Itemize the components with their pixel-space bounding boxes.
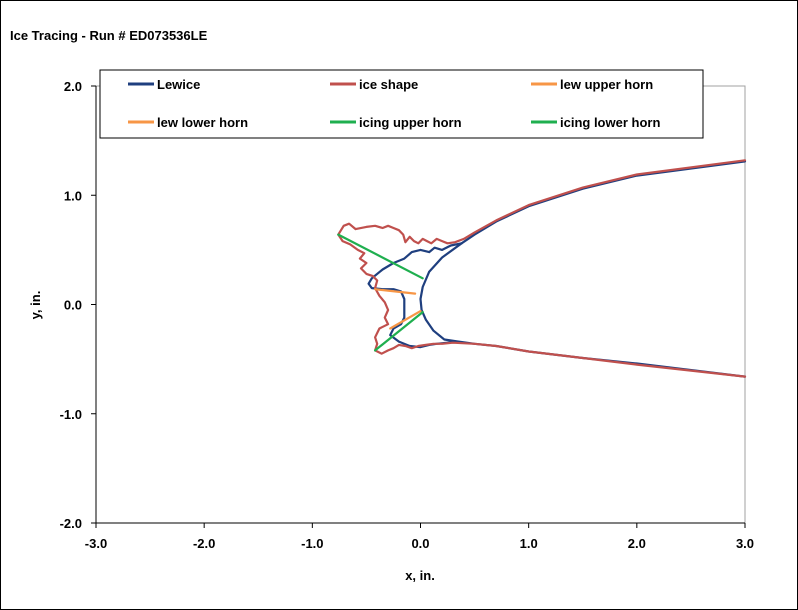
y-tick-label: -2.0 xyxy=(60,516,82,531)
legend-label: icing lower horn xyxy=(560,115,660,130)
x-tick-label: 0.0 xyxy=(411,536,429,551)
series-line-5 xyxy=(337,233,424,280)
series-line-6 xyxy=(374,311,424,352)
x-axis-ticks: -3.0 -2.0 -1.0 0.0 1.0 2.0 3.0 xyxy=(85,523,754,551)
y-tick-label: 1.0 xyxy=(64,188,82,203)
series-group xyxy=(337,159,747,378)
y-tick-label: 2.0 xyxy=(64,79,82,94)
x-tick-label: 1.0 xyxy=(520,536,538,551)
legend-label: lew upper horn xyxy=(560,77,653,92)
y-tick-label: -1.0 xyxy=(60,407,82,422)
x-axis-label: x, in. xyxy=(405,568,435,583)
x-tick-label: -2.0 xyxy=(193,536,215,551)
legend-label: ice shape xyxy=(359,77,418,92)
legend: Lewice ice shape lew upper horn lew lower h… xyxy=(99,69,704,139)
series-line-2 xyxy=(337,159,747,378)
x-tick-label: 3.0 xyxy=(736,536,754,551)
legend-label: icing upper horn xyxy=(359,115,462,130)
y-tick-label: 0.0 xyxy=(64,298,82,313)
y-axis-ticks: -2.0 -1.0 0.0 1.0 2.0 xyxy=(60,79,96,531)
x-tick-label: -3.0 xyxy=(85,536,107,551)
legend-label: lew lower horn xyxy=(157,115,248,130)
series-line-1 xyxy=(419,242,463,343)
series-line-4 xyxy=(389,310,422,330)
x-tick-label: 2.0 xyxy=(628,536,646,551)
y-axis-label: y, in. xyxy=(28,291,43,320)
chart-title: Ice Tracing - Run # ED073536LE xyxy=(10,28,208,43)
series-line-3 xyxy=(374,288,417,295)
legend-label: Lewice xyxy=(157,77,200,92)
legend-box xyxy=(99,69,704,139)
x-tick-label: -1.0 xyxy=(301,536,323,551)
